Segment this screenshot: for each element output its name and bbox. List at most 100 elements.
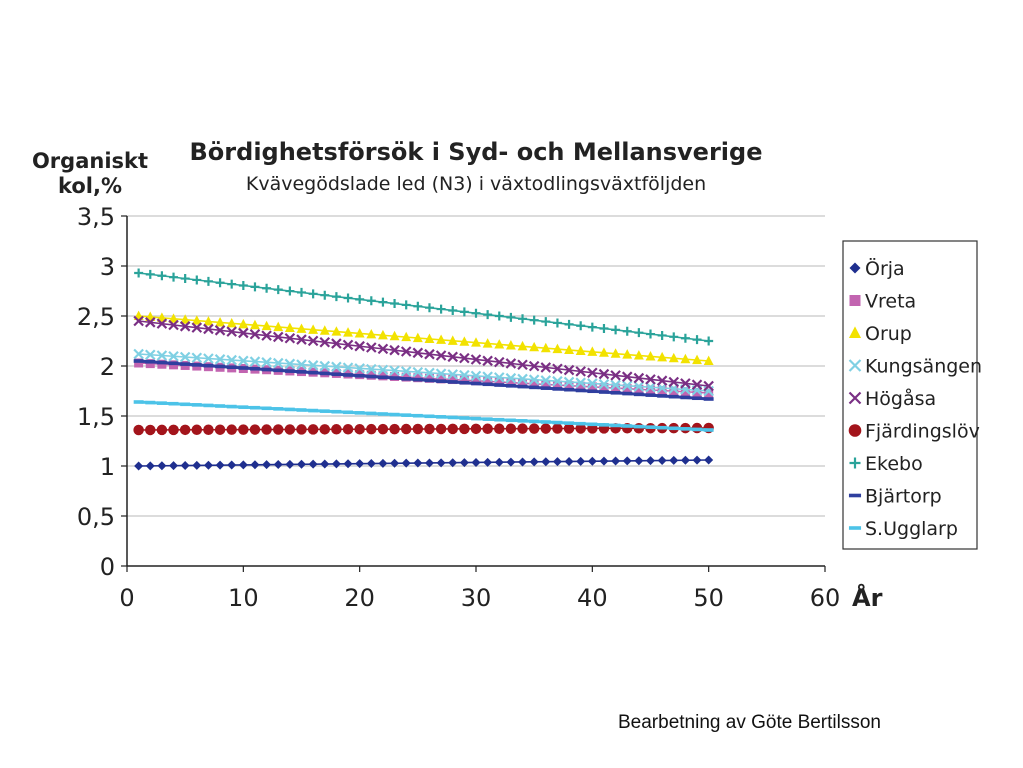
axes	[126, 216, 825, 567]
credit-text: Bearbetning av Göte Bertilsson	[618, 712, 881, 733]
data-point	[273, 321, 284, 332]
data-point	[191, 424, 203, 436]
data-point	[261, 406, 272, 411]
data-point	[284, 332, 296, 344]
legend-item: Högåsa	[848, 387, 936, 410]
data-point	[401, 413, 412, 417]
data-point	[552, 363, 563, 375]
data-point	[401, 300, 411, 310]
data-point	[180, 461, 190, 471]
data-point	[249, 424, 261, 435]
data-point	[447, 380, 458, 384]
data-point	[517, 423, 528, 434]
data-point	[180, 402, 191, 407]
data-point	[226, 326, 237, 337]
data-point	[319, 325, 330, 335]
data-point	[355, 459, 365, 469]
data-point	[599, 382, 609, 392]
data-point	[307, 360, 319, 371]
data-point	[505, 358, 517, 369]
data-point	[505, 384, 516, 388]
data-point	[226, 317, 237, 328]
data-point	[238, 405, 249, 409]
data-point	[529, 385, 540, 390]
data-point	[203, 316, 214, 326]
data-point	[424, 373, 434, 383]
data-point	[168, 319, 179, 331]
data-point	[262, 283, 272, 293]
data-point	[552, 318, 562, 328]
legend-item: Orup	[848, 323, 912, 345]
data-point	[354, 363, 365, 374]
data-point	[168, 350, 179, 362]
data-point	[308, 459, 318, 469]
data-point	[518, 314, 528, 324]
data-point	[563, 423, 575, 434]
data-point	[377, 364, 389, 376]
data-point	[366, 459, 376, 469]
data-point	[354, 423, 365, 435]
data-point	[703, 397, 714, 401]
data-point	[540, 362, 552, 373]
data-point	[191, 315, 202, 325]
data-point	[378, 458, 388, 468]
data-point	[296, 359, 307, 370]
data-point	[156, 350, 168, 361]
data-point	[848, 391, 862, 405]
data-point	[203, 403, 214, 408]
data-point	[494, 417, 505, 422]
data-point	[191, 363, 202, 367]
data-point	[505, 372, 517, 384]
data-point	[541, 317, 551, 327]
data-point	[680, 353, 691, 364]
data-point	[483, 310, 493, 320]
data-point	[470, 423, 482, 435]
data-point	[343, 327, 353, 337]
data-point	[436, 458, 446, 468]
data-point	[145, 400, 156, 405]
data-point	[505, 423, 517, 434]
data-point	[657, 351, 668, 362]
data-point	[611, 456, 621, 466]
data-point	[377, 343, 389, 355]
data-point	[576, 381, 586, 391]
data-point	[191, 322, 203, 333]
legend-label: Vreta	[865, 291, 916, 313]
data-point	[483, 376, 493, 386]
data-point	[448, 458, 458, 468]
data-point	[284, 424, 296, 435]
data-point	[528, 423, 540, 434]
data-point	[168, 401, 179, 406]
data-point	[471, 308, 481, 318]
series-line	[133, 310, 714, 366]
data-point	[436, 379, 447, 383]
data-point	[413, 301, 423, 311]
data-point	[261, 320, 272, 331]
legend-item: S.Ugglarp	[848, 518, 958, 540]
data-point	[704, 388, 714, 398]
data-point	[657, 455, 667, 465]
data-point	[540, 386, 551, 390]
data-point	[377, 423, 389, 435]
data-point	[133, 348, 144, 360]
data-point	[390, 299, 400, 309]
data-point	[633, 424, 644, 429]
data-point	[517, 359, 528, 371]
data-point	[494, 339, 505, 349]
series-line	[134, 455, 714, 471]
data-point	[307, 424, 319, 435]
y-tick-label: 0,5	[77, 503, 115, 531]
data-point	[611, 325, 621, 335]
data-point	[668, 426, 679, 431]
data-point	[401, 377, 412, 381]
data-point	[459, 336, 470, 346]
data-point	[482, 355, 493, 367]
data-point	[575, 423, 586, 434]
data-point	[552, 387, 563, 391]
data-point	[622, 391, 633, 396]
data-point	[645, 374, 656, 385]
data-point	[622, 349, 633, 359]
data-point	[238, 366, 249, 370]
data-point	[366, 342, 377, 353]
data-point	[587, 389, 598, 394]
